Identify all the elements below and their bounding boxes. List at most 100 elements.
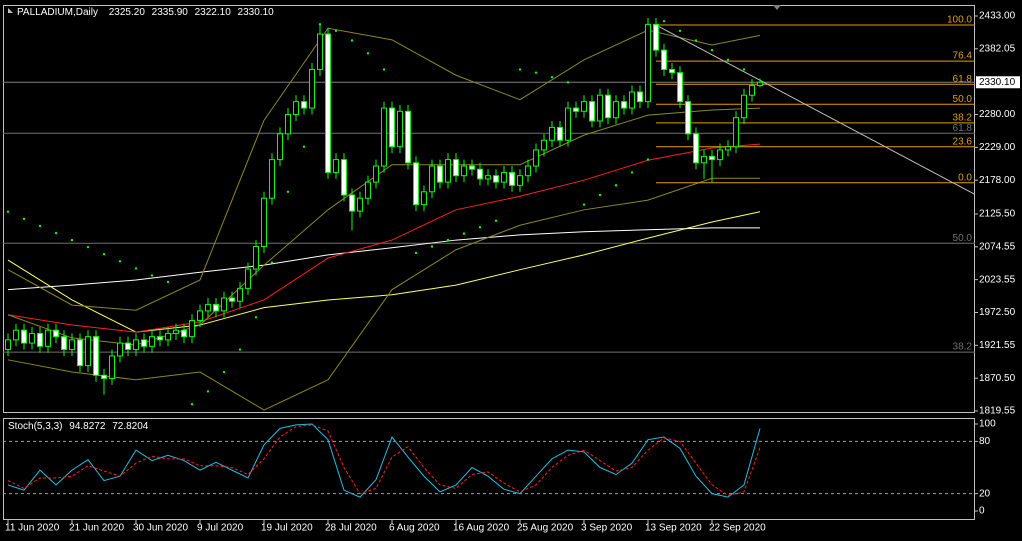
candle-body	[421, 191, 427, 206]
candle-body	[325, 33, 331, 173]
sar-dot	[22, 217, 26, 221]
candle-body	[613, 101, 619, 119]
candle-body	[141, 339, 147, 347]
sar-dot	[334, 29, 338, 33]
candle-body	[661, 49, 667, 70]
candle-body	[645, 23, 651, 103]
candle-body	[13, 329, 19, 341]
fib-label: 61.8	[953, 74, 973, 85]
sar-dot	[494, 219, 498, 222]
stoch-header: Stoch(5,3,3) 94.8272 72.8204	[8, 421, 149, 432]
sar-dot	[646, 158, 650, 161]
candle-body	[565, 107, 571, 141]
candle-body	[733, 117, 739, 148]
candle-body	[69, 339, 75, 351]
candle-body	[501, 171, 507, 183]
x-tick-label: 3 Sep 2020	[581, 523, 633, 534]
candle-body	[629, 91, 635, 109]
y-tick-label: 2280.00	[979, 109, 1016, 120]
candle-body	[477, 168, 483, 180]
x-tick-label: 25 Aug 2020	[517, 523, 574, 534]
candle-body	[173, 329, 179, 334]
current-price-label: 2330.10	[979, 77, 1016, 88]
candle-body	[77, 339, 83, 367]
x-tick-label: 22 Sep 2020	[709, 523, 766, 534]
sar-dot	[630, 171, 634, 174]
candle-body	[469, 165, 475, 170]
candle-body	[117, 342, 123, 357]
sar-dot	[270, 261, 274, 264]
sar-dot	[462, 232, 466, 235]
low-label: 2322.10	[195, 7, 232, 18]
stoch-frame	[3, 418, 975, 520]
indicator-line	[7, 177, 760, 411]
candle-body	[213, 303, 219, 312]
candle-body	[317, 33, 323, 70]
sar-dot	[150, 274, 154, 277]
candle-body	[557, 126, 563, 141]
sar-dot	[6, 210, 10, 213]
candle-body	[637, 91, 643, 103]
x-tick-label: 28 Jul 2020	[325, 523, 377, 534]
fib-label: 50.0	[953, 233, 973, 244]
sar-dot	[134, 267, 138, 270]
sar-dot	[54, 231, 58, 235]
candle-body	[373, 165, 379, 183]
candle-body	[357, 197, 363, 212]
y-tick-label: 2382.05	[979, 43, 1016, 54]
candle-body	[349, 194, 355, 212]
candle-body	[685, 101, 691, 135]
candle-body	[581, 101, 587, 112]
y-tick-label: 1819.55	[979, 406, 1016, 417]
y-tick-label: 20	[979, 488, 991, 499]
sar-dot	[742, 68, 746, 71]
sar-dot	[166, 280, 170, 284]
candle-body	[229, 297, 235, 302]
sar-dot	[38, 224, 42, 228]
x-tick-label: 6 Aug 2020	[389, 523, 440, 534]
sar-dot	[726, 58, 730, 61]
candle-body	[205, 303, 211, 312]
candle-body	[61, 336, 67, 351]
candle-body	[445, 159, 451, 183]
candle-body	[21, 329, 27, 344]
candle-body	[653, 23, 659, 51]
candle-body	[533, 149, 539, 167]
stoch-plot	[3, 423, 975, 498]
stoch-line	[7, 424, 761, 496]
x-tick-label: 30 Jun 2020	[133, 523, 188, 534]
sar-dot	[518, 68, 522, 71]
fib-label: 23.6	[953, 136, 973, 147]
sar-dot	[222, 370, 226, 374]
candle-body	[293, 101, 299, 116]
candle-body	[181, 329, 187, 338]
sar-dot	[118, 260, 122, 263]
sar-dot	[70, 238, 74, 242]
candle-body	[341, 159, 347, 196]
candle-body	[277, 133, 283, 161]
candle-body	[413, 162, 419, 206]
x-tick-label: 21 Jun 2020	[69, 523, 124, 534]
candle-body	[301, 101, 307, 109]
y-tick-label: 2074.55	[979, 241, 1016, 252]
candle-body	[365, 181, 371, 199]
y-tick-label: 1972.50	[979, 307, 1016, 318]
candle-body	[37, 332, 43, 347]
sar-dot	[286, 190, 290, 193]
candle-body	[149, 336, 155, 347]
candle-body	[605, 94, 611, 119]
candle-body	[453, 159, 459, 177]
sar-dot	[446, 238, 450, 242]
sar-dot	[534, 71, 538, 74]
axes: 2433.00 2382.05 2280.00 2229.00 2178.00 2125.…	[5, 11, 1020, 534]
candle-body	[101, 374, 107, 379]
y-tick-label: 80	[979, 436, 991, 447]
candle-body	[397, 110, 403, 148]
symbol-icon	[8, 8, 13, 13]
candle-body	[389, 107, 395, 148]
sar-dot	[598, 193, 602, 197]
candle-body	[125, 342, 131, 351]
candle-body	[757, 81, 763, 86]
sar-dot	[190, 403, 194, 406]
